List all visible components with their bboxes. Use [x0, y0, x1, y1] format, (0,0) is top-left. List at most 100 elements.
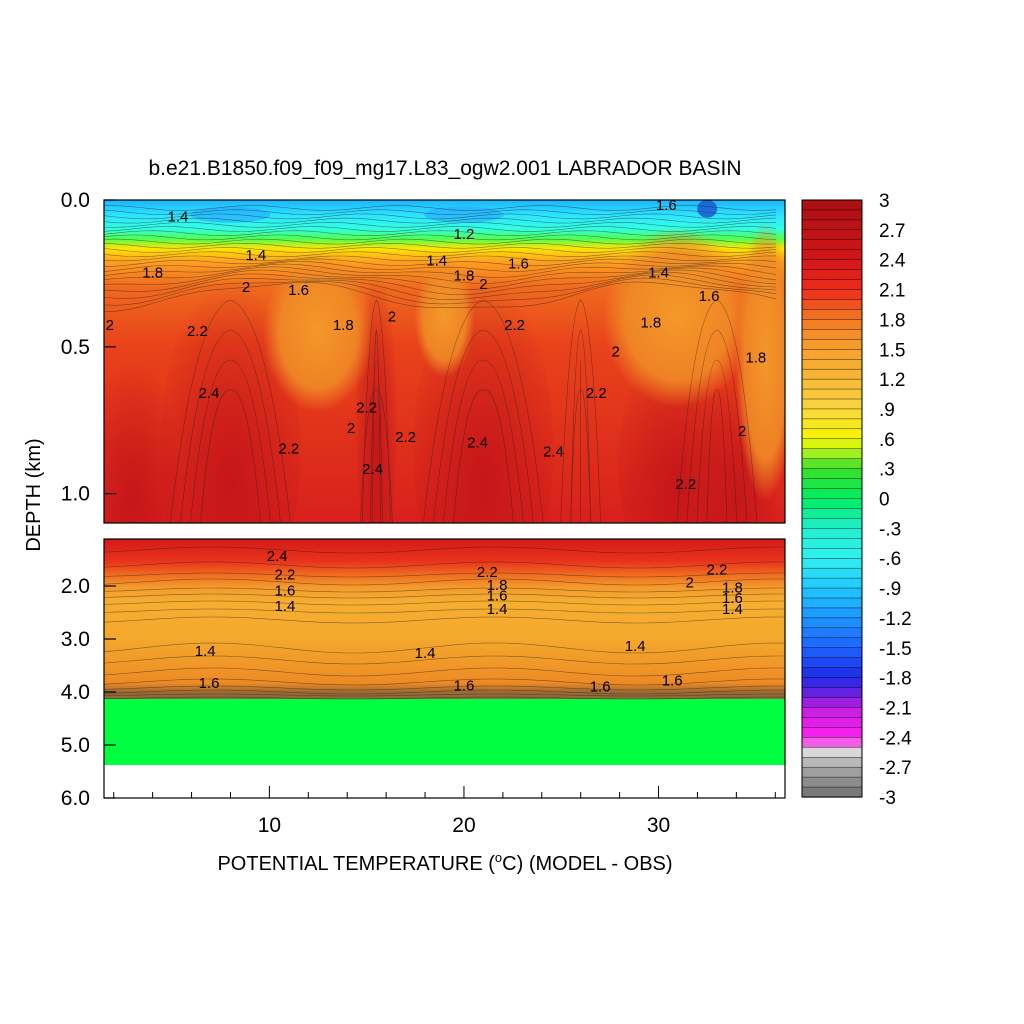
upper-contour-label: 2.2: [356, 399, 377, 416]
lower-contour-label: 2.4: [267, 548, 288, 565]
colorbar-swatch: [801, 368, 863, 380]
colorbar-swatch: [801, 408, 863, 420]
colorbar-swatch: [801, 597, 863, 609]
colorbar-swatch: [801, 528, 863, 539]
lower-contour-label: 2.2: [275, 567, 296, 584]
upper-contour-label: 1.6: [656, 197, 677, 214]
upper-contour-label: 2.2: [586, 385, 607, 402]
colorbar-swatch: [801, 627, 863, 639]
colorbar-swatch: [801, 279, 863, 291]
lower-contour-label: 1.6: [275, 582, 296, 599]
upper-contour-label: 2.2: [504, 317, 525, 334]
y-tick-label: 1.0: [61, 483, 90, 506]
upper-panel: [104, 200, 785, 523]
colorbar-swatch: [801, 707, 863, 719]
colorbar-swatch: [801, 269, 863, 281]
y-tick-label: 6.0: [61, 787, 90, 810]
colorbar-label: .6: [879, 430, 895, 451]
colorbar-swatch: [801, 209, 863, 221]
x-axis-label: POTENTIAL TEMPERATURE (oC) (MODEL - OBS): [217, 850, 672, 875]
colorbar-swatch: [801, 667, 863, 679]
colorbar-label: 3: [879, 191, 890, 212]
colorbar-swatch: [801, 329, 863, 340]
colorbar-swatch: [801, 448, 863, 460]
lower-contour-label: 1.4: [722, 601, 743, 618]
upper-contour-label: 2: [388, 308, 396, 325]
colorbar-swatch: [801, 488, 863, 500]
colorbar-swatch: [801, 587, 863, 599]
colorbar-label: -3: [879, 788, 896, 809]
lower-contour-label: 1.6: [722, 590, 743, 607]
lower-panel-frame: [103, 538, 786, 799]
colorbar-swatch: [801, 478, 863, 490]
colorbar-label: .3: [879, 460, 895, 481]
colorbar-swatch: [801, 359, 863, 370]
colorbar-swatch: [801, 259, 863, 271]
y-tick-label: 2.0: [61, 575, 90, 598]
y-tick-label: 0.0: [61, 189, 90, 212]
colorbar-swatch: [801, 617, 863, 629]
upper-contour-label: 1.6: [508, 256, 529, 273]
colorbar-label: -2.1: [879, 698, 912, 719]
colorbar-swatch: [801, 458, 863, 470]
upper-contour-label: 1.8: [142, 264, 163, 281]
colorbar-label: -.9: [879, 579, 901, 600]
upper-contour-label: 2.2: [187, 323, 208, 340]
colorbar-label: 1.8: [879, 310, 905, 331]
lower-contour-label: 2.2: [706, 561, 727, 578]
y-tick-label: 3.0: [61, 628, 90, 651]
colorbar-swatch: [801, 229, 863, 241]
upper-contour-label: 2: [479, 276, 487, 293]
upper-panel-frame: [103, 199, 786, 524]
colorbar-swatch: [801, 567, 863, 579]
bottom-green-region: [104, 699, 785, 765]
colorbar-swatch: [801, 418, 863, 430]
colorbar-swatch: [801, 747, 863, 758]
upper-contour-label: 2.2: [278, 441, 299, 458]
colorbar-label: 1.5: [879, 340, 905, 361]
y-tick-label: 0.5: [61, 336, 90, 359]
colorbar-label: -1.2: [879, 609, 912, 630]
lower-contour-label: 1.4: [625, 638, 646, 655]
colorbar-label: -2.7: [879, 758, 912, 779]
colorbar-swatch: [801, 398, 863, 410]
colorbar-swatch: [801, 577, 863, 589]
lower-contour-label: 1.4: [195, 643, 216, 660]
x-tick-label: 30: [647, 814, 670, 837]
x-tick-label: 20: [452, 814, 475, 837]
upper-contour-label: 2: [106, 317, 114, 334]
upper-contour-label: 2.4: [467, 435, 488, 452]
y-tick-label: 4.0: [61, 681, 90, 704]
lower-panel: [104, 539, 785, 798]
colorbar-swatch: [801, 468, 863, 480]
lower-contour-label: 1.6: [454, 678, 475, 695]
upper-contour-label: 2: [347, 420, 355, 437]
lower-contour-label: 2.2: [477, 564, 498, 581]
colorbar-label: .9: [879, 400, 895, 421]
lower-contour-label: 1.8: [487, 577, 508, 594]
y-axis-label: DEPTH (km): [23, 438, 45, 551]
y-tick-label: 5.0: [61, 734, 90, 757]
upper-contour-label: 2.4: [543, 443, 564, 460]
lower-contour-label: 1.6: [199, 675, 220, 692]
upper-contour-label: 2.4: [199, 385, 220, 402]
colorbar-label: -.3: [879, 519, 901, 540]
colorbar-swatch: [801, 339, 863, 350]
colorbar-swatch: [801, 508, 863, 520]
lower-contour-label: 1.6: [590, 679, 611, 696]
colorbar-swatch: [801, 737, 863, 748]
colorbar-label: 2.7: [879, 221, 905, 242]
colorbar-swatch: [801, 349, 863, 360]
colorbar-swatch: [801, 309, 863, 321]
colorbar-swatch: [801, 538, 863, 549]
upper-contour-label: 1.6: [699, 288, 720, 305]
colorbar-swatch: [801, 438, 863, 450]
colorbar-swatch: [801, 289, 863, 301]
colorbar-swatch: [801, 757, 863, 768]
upper-contour-label: 1.4: [648, 264, 669, 281]
colorbar-swatch: [801, 299, 863, 311]
colorbar-swatch: [801, 239, 863, 251]
colorbar-swatch: [801, 677, 863, 689]
colorbar-label: -2.4: [879, 728, 912, 749]
